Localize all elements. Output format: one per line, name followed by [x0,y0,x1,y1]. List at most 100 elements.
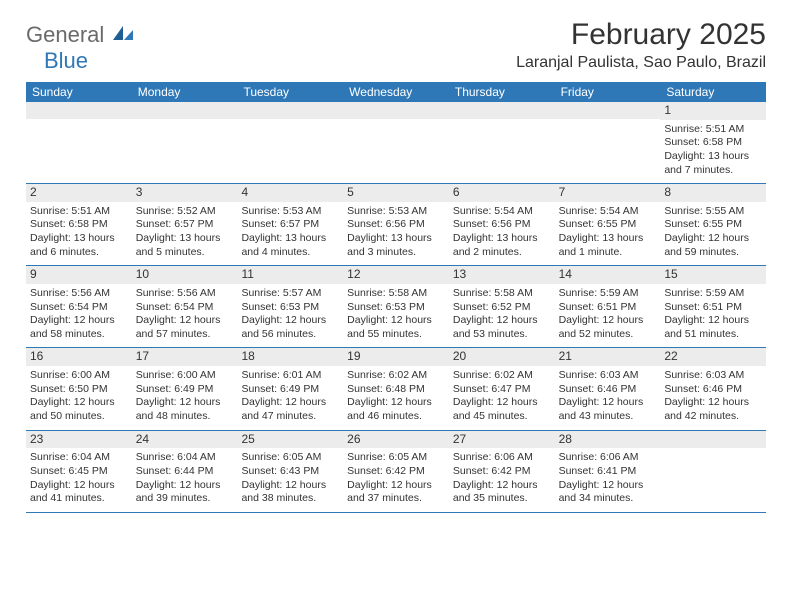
daylight-text-1: Daylight: 13 hours [559,232,657,246]
logo-text-block: General Blue [26,22,135,74]
weekday-thursday: Thursday [449,82,555,102]
sunrise-text: Sunrise: 6:03 AM [559,369,657,383]
day-number: 21 [555,348,661,366]
day-number: 22 [660,348,766,366]
week-row: 2Sunrise: 5:51 AMSunset: 6:58 PMDaylight… [26,184,766,266]
daylight-text-2: and 42 minutes. [664,410,762,424]
sunset-text: Sunset: 6:46 PM [664,383,762,397]
daylight-text-2: and 35 minutes. [453,492,551,506]
day-cell [449,102,555,183]
sunrise-text: Sunrise: 5:56 AM [30,287,128,301]
sunrise-text: Sunrise: 5:55 AM [664,205,762,219]
sunrise-text: Sunrise: 6:05 AM [241,451,339,465]
daylight-text-1: Daylight: 13 hours [347,232,445,246]
daylight-text-2: and 5 minutes. [136,246,234,260]
daylight-text-1: Daylight: 12 hours [136,479,234,493]
day-number: 12 [343,266,449,284]
day-number: 19 [343,348,449,366]
day-number: 26 [343,431,449,449]
daylight-text-1: Daylight: 13 hours [136,232,234,246]
daylight-text-1: Daylight: 12 hours [453,479,551,493]
logo: General Blue [26,22,135,74]
sunset-text: Sunset: 6:47 PM [453,383,551,397]
day-cell: 17Sunrise: 6:00 AMSunset: 6:49 PMDayligh… [132,348,238,429]
sunrise-text: Sunrise: 6:06 AM [559,451,657,465]
day-cell: 23Sunrise: 6:04 AMSunset: 6:45 PMDayligh… [26,431,132,512]
daylight-text-1: Daylight: 13 hours [664,150,762,164]
day-cell: 9Sunrise: 5:56 AMSunset: 6:54 PMDaylight… [26,266,132,347]
day-cell: 13Sunrise: 5:58 AMSunset: 6:52 PMDayligh… [449,266,555,347]
daylight-text-2: and 46 minutes. [347,410,445,424]
sunset-text: Sunset: 6:46 PM [559,383,657,397]
day-number: 23 [26,431,132,449]
sunrise-text: Sunrise: 6:03 AM [664,369,762,383]
sunset-text: Sunset: 6:53 PM [347,301,445,315]
daylight-text-1: Daylight: 12 hours [453,396,551,410]
sunset-text: Sunset: 6:41 PM [559,465,657,479]
day-cell: 4Sunrise: 5:53 AMSunset: 6:57 PMDaylight… [237,184,343,265]
sunrise-text: Sunrise: 5:51 AM [30,205,128,219]
day-number: 10 [132,266,238,284]
daylight-text-2: and 39 minutes. [136,492,234,506]
day-number-empty [343,102,449,119]
daylight-text-2: and 43 minutes. [559,410,657,424]
weeks-container: 1Sunrise: 5:51 AMSunset: 6:58 PMDaylight… [26,102,766,513]
daylight-text-1: Daylight: 12 hours [664,314,762,328]
daylight-text-2: and 1 minute. [559,246,657,260]
daylight-text-2: and 57 minutes. [136,328,234,342]
calendar: Sunday Monday Tuesday Wednesday Thursday… [26,82,766,513]
sunrise-text: Sunrise: 6:02 AM [347,369,445,383]
day-cell: 27Sunrise: 6:06 AMSunset: 6:42 PMDayligh… [449,431,555,512]
daylight-text-1: Daylight: 12 hours [664,396,762,410]
day-cell: 19Sunrise: 6:02 AMSunset: 6:48 PMDayligh… [343,348,449,429]
sunset-text: Sunset: 6:42 PM [347,465,445,479]
day-cell [343,102,449,183]
location-text: Laranjal Paulista, Sao Paulo, Brazil [516,54,766,72]
sunset-text: Sunset: 6:57 PM [241,218,339,232]
daylight-text-1: Daylight: 12 hours [559,479,657,493]
daylight-text-2: and 48 minutes. [136,410,234,424]
daylight-text-1: Daylight: 12 hours [136,396,234,410]
day-number: 1 [660,102,766,120]
day-cell: 3Sunrise: 5:52 AMSunset: 6:57 PMDaylight… [132,184,238,265]
day-number-empty [132,102,238,119]
day-number: 25 [237,431,343,449]
weekday-wednesday: Wednesday [343,82,449,102]
day-cell: 12Sunrise: 5:58 AMSunset: 6:53 PMDayligh… [343,266,449,347]
sunset-text: Sunset: 6:54 PM [136,301,234,315]
week-row: 9Sunrise: 5:56 AMSunset: 6:54 PMDaylight… [26,266,766,348]
daylight-text-2: and 45 minutes. [453,410,551,424]
day-cell: 14Sunrise: 5:59 AMSunset: 6:51 PMDayligh… [555,266,661,347]
header: General Blue February 2025 Laranjal Paul… [26,18,766,74]
weekday-friday: Friday [555,82,661,102]
daylight-text-1: Daylight: 12 hours [241,396,339,410]
sunrise-text: Sunrise: 5:53 AM [241,205,339,219]
day-cell [660,431,766,512]
sunset-text: Sunset: 6:44 PM [136,465,234,479]
daylight-text-2: and 55 minutes. [347,328,445,342]
day-cell: 21 Sunrise: 6:03 AMSunset: 6:46 PMDayligh… [555,348,661,429]
day-cell: 25Sunrise: 6:05 AMSunset: 6:43 PMDayligh… [237,431,343,512]
daylight-text-1: Daylight: 13 hours [453,232,551,246]
day-cell: 2Sunrise: 5:51 AMSunset: 6:58 PMDaylight… [26,184,132,265]
day-cell: 18Sunrise: 6:01 AMSunset: 6:49 PMDayligh… [237,348,343,429]
sunset-text: Sunset: 6:58 PM [30,218,128,232]
day-cell [555,102,661,183]
sunset-text: Sunset: 6:56 PM [453,218,551,232]
day-number-empty [660,431,766,448]
daylight-text-2: and 59 minutes. [664,246,762,260]
day-number: 11 [237,266,343,284]
sunset-text: Sunset: 6:58 PM [664,136,762,150]
daylight-text-1: Daylight: 13 hours [30,232,128,246]
weekday-tuesday: Tuesday [237,82,343,102]
day-number: 14 [555,266,661,284]
sunrise-text: Sunrise: 5:52 AM [136,205,234,219]
daylight-text-1: Daylight: 12 hours [347,396,445,410]
daylight-text-1: Daylight: 12 hours [30,314,128,328]
daylight-text-2: and 34 minutes. [559,492,657,506]
daylight-text-1: Daylight: 12 hours [559,396,657,410]
sunrise-text: Sunrise: 6:04 AM [136,451,234,465]
logo-text-general: General [26,22,104,47]
week-row: 23Sunrise: 6:04 AMSunset: 6:45 PMDayligh… [26,431,766,513]
day-number: 24 [132,431,238,449]
